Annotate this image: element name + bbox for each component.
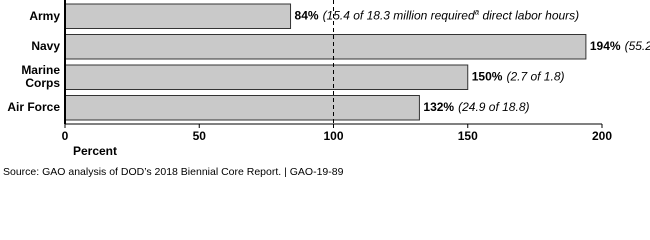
x-tick-label: 200	[592, 129, 612, 143]
value-detail-suffix: direct labor hours)	[479, 8, 579, 22]
chart: Percent Source: GAO analysis of DOD’s 20…	[3, 0, 650, 178]
value-percent: 194%	[590, 39, 621, 53]
x-tick-label: 0	[62, 129, 69, 143]
value-percent: 150%	[472, 69, 503, 83]
value-label: 84% (15.4 of 18.3 million requireda direc…	[295, 7, 580, 23]
value-label: 132% (24.9 of 18.8)	[423, 100, 529, 114]
footnote-marker: a	[475, 7, 480, 16]
value-detail: (2.7 of 1.8)	[506, 69, 564, 83]
value-detail: (55.2 of 28.5)	[625, 39, 650, 53]
category-label: Air Force	[7, 100, 60, 115]
chart-svg: Percent Source: GAO analysis of DOD’s 20…	[3, 0, 650, 178]
value-detail: (15.4 of 18.3 million required	[323, 8, 475, 22]
bar	[64, 95, 420, 121]
category-label: Navy	[31, 39, 60, 54]
value-percent: 84%	[295, 8, 319, 22]
category-label: Army	[29, 8, 60, 23]
bar	[64, 34, 587, 60]
value-label: 194% (55.2 of 28.5)	[590, 39, 650, 53]
x-axis-label: Percent	[73, 144, 117, 158]
x-tick-label: 150	[458, 129, 478, 143]
value-detail: (24.9 of 18.8)	[458, 100, 529, 114]
category-label: Marine Corps	[21, 63, 60, 91]
value-label: 150% (2.7 of 1.8)	[472, 69, 565, 83]
value-percent: 132%	[423, 100, 454, 114]
bar	[64, 64, 469, 90]
bar	[64, 3, 292, 29]
x-tick-label: 100	[323, 129, 343, 143]
source: Source: GAO analysis of DOD’s 2018 Bienn…	[3, 166, 344, 178]
x-tick-label: 50	[193, 129, 207, 143]
